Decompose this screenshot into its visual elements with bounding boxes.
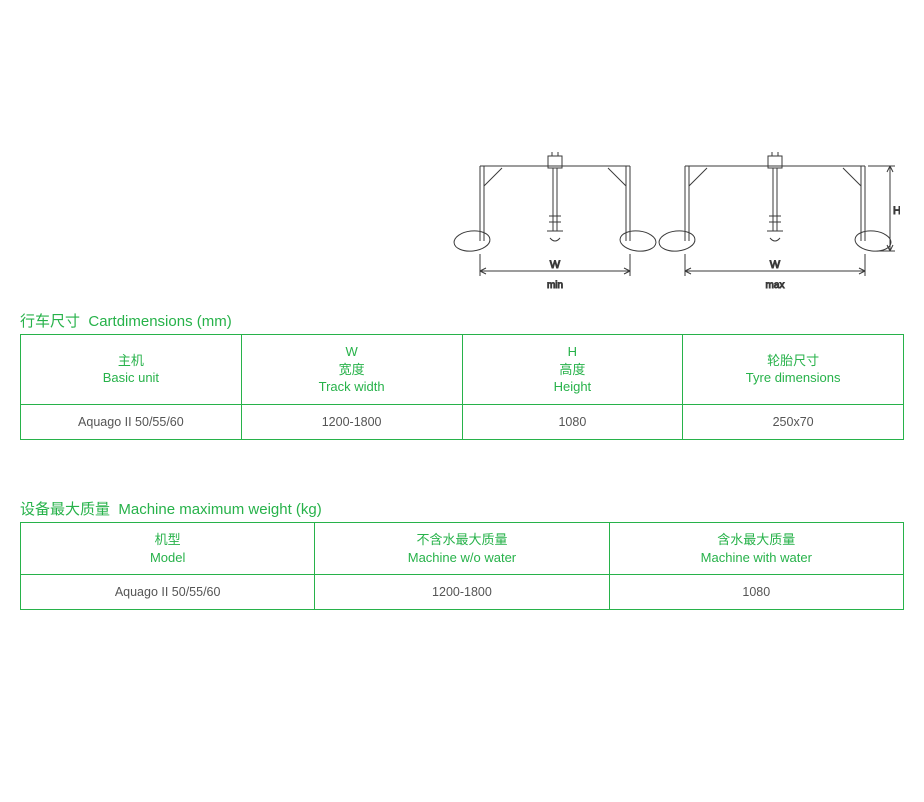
cell-basic-unit: Aquago II 50/55/60 (21, 404, 242, 439)
w-label-max: W (770, 259, 781, 271)
col-with-water: 含水最大质量 Machine with water (609, 523, 903, 575)
title2-cn: 设备最大质量 (20, 501, 110, 518)
cart-diagram-svg: W min (450, 146, 900, 301)
cell-tyre: 250x70 (683, 404, 904, 439)
col-without-water: 不含水最大质量 Machine w/o water (315, 523, 609, 575)
table-header-row: 主机 Basic unit W 宽度 Track width H 高度 Heig… (21, 335, 904, 405)
title1-cn: 行车尺寸 (20, 313, 80, 330)
machine-weight-title: 设备最大质量 Machine maximum weight (kg) (20, 498, 322, 519)
machine-weight-table: 机型 Model 不含水最大质量 Machine w/o water 含水最大质… (20, 522, 904, 610)
w-sub-min: min (547, 280, 563, 291)
cell-height: 1080 (462, 404, 683, 439)
cart-dimensions-title: 行车尺寸 Cartdimensions (mm) (20, 310, 232, 331)
cell-model: Aquago II 50/55/60 (21, 575, 315, 610)
cart-diagrams: W min (450, 146, 900, 301)
col-track-width: W 宽度 Track width (241, 335, 462, 405)
cell-wo-water: 1200-1800 (315, 575, 609, 610)
table-row: Aquago II 50/55/60 1200-1800 1080 250x70 (21, 404, 904, 439)
w-label-min: W (550, 259, 561, 271)
col-basic-unit: 主机 Basic unit (21, 335, 242, 405)
cell-track-width: 1200-1800 (241, 404, 462, 439)
title1-en: Cartdimensions (mm) (88, 313, 231, 330)
col-tyre-dimensions: 轮胎尺寸 Tyre dimensions (683, 335, 904, 405)
h-label: H (893, 205, 900, 217)
cart-dimensions-table: 主机 Basic unit W 宽度 Track width H 高度 Heig… (20, 334, 904, 440)
col-height: H 高度 Height (462, 335, 683, 405)
title2-en: Machine maximum weight (kg) (118, 501, 321, 518)
w-sub-max: max (766, 280, 785, 291)
col-model: 机型 Model (21, 523, 315, 575)
table-header-row: 机型 Model 不含水最大质量 Machine w/o water 含水最大质… (21, 523, 904, 575)
cell-with-water: 1080 (609, 575, 903, 610)
table-row: Aquago II 50/55/60 1200-1800 1080 (21, 575, 904, 610)
